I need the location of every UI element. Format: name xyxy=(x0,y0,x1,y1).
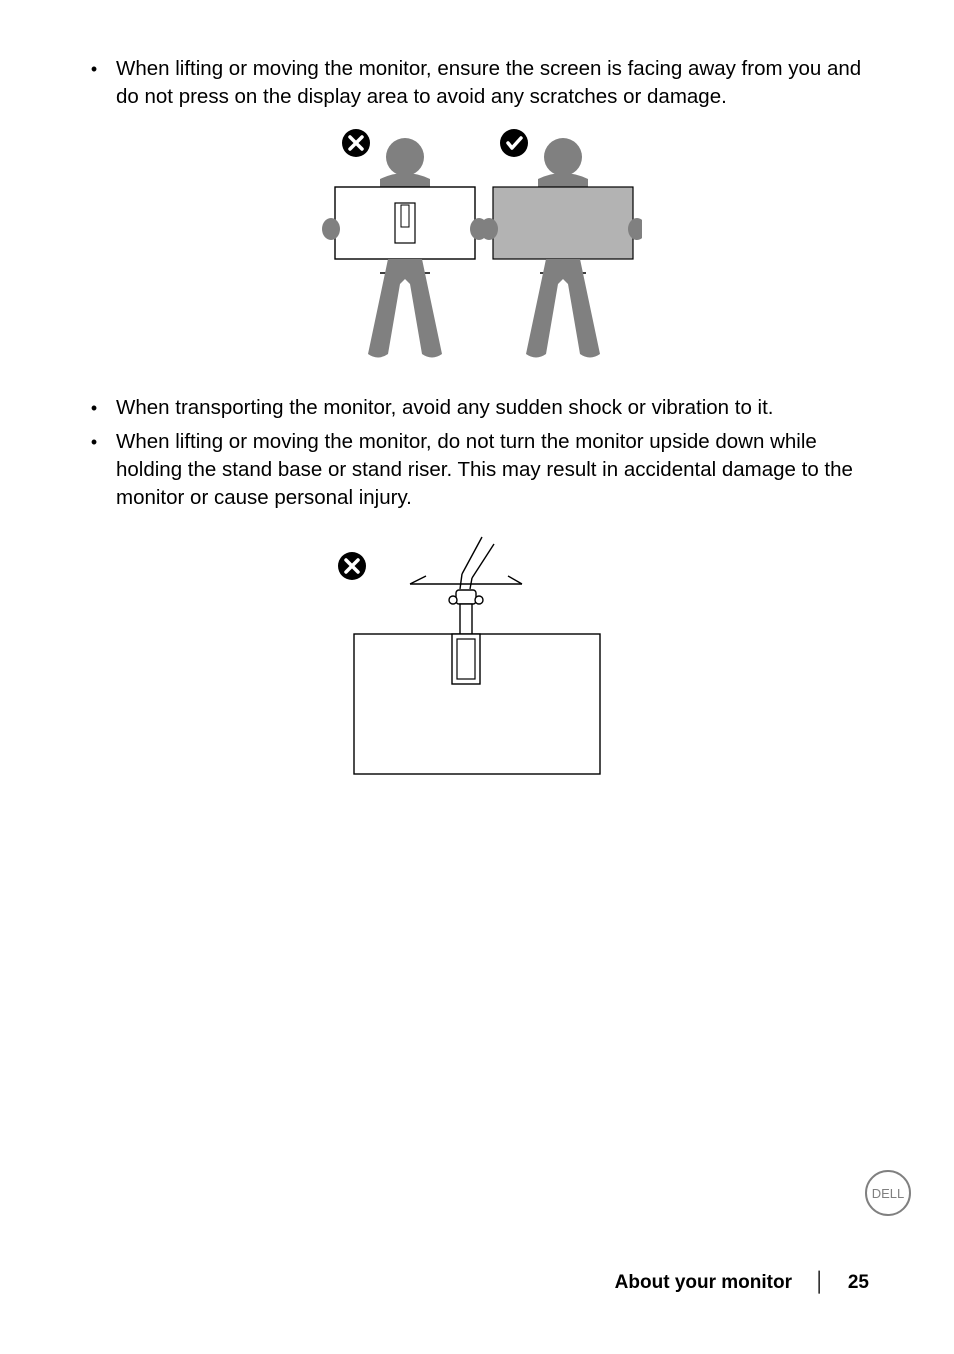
bullet-item-2: • When transporting the monitor, avoid a… xyxy=(72,394,882,422)
footer-separator: │ xyxy=(814,1272,826,1294)
footer-page-number: 25 xyxy=(848,1272,869,1294)
bullet-marker: • xyxy=(72,428,116,456)
bullet-text-1: When lifting or moving the monitor, ensu… xyxy=(116,55,882,111)
bullet-item-3: • When lifting or moving the monitor, do… xyxy=(72,428,882,512)
bullet-item-1: • When lifting or moving the monitor, en… xyxy=(72,55,882,111)
footer-section-title: About your monitor xyxy=(615,1272,792,1294)
bullet-marker: • xyxy=(72,394,116,422)
bullet-text-2: When transporting the monitor, avoid any… xyxy=(116,394,882,422)
figure-upside-down xyxy=(72,534,882,799)
figure-carry-monitor xyxy=(72,129,882,374)
dell-logo-icon: DELL xyxy=(862,1167,914,1224)
bullet-marker: • xyxy=(72,55,116,83)
page-footer: About your monitor │ 25 xyxy=(615,1272,869,1294)
bullet-text-3: When lifting or moving the monitor, do n… xyxy=(116,428,882,512)
dell-logo-text: DELL xyxy=(872,1186,905,1201)
